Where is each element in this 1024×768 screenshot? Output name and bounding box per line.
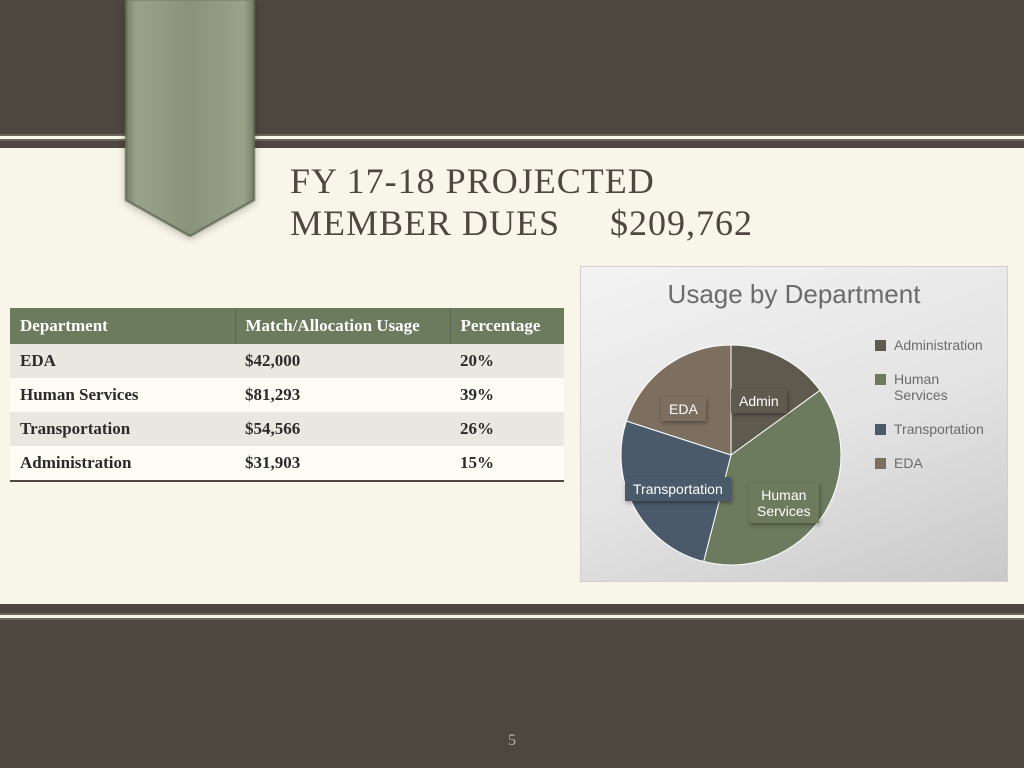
legend-swatch xyxy=(875,458,886,469)
table-cell: Transportation xyxy=(10,412,235,446)
slide: FY 17-18 PROJECTED MEMBER DUES $209,762 … xyxy=(0,0,1024,768)
allocation-table: Department Match/Allocation Usage Percen… xyxy=(10,308,564,482)
table-cell: $42,000 xyxy=(235,344,450,378)
pie-svg xyxy=(601,327,861,567)
title-amount: $209,762 xyxy=(610,202,753,244)
table-row: Administration$31,90315% xyxy=(10,446,564,481)
table-head: Department Match/Allocation Usage Percen… xyxy=(10,308,564,344)
bottom-rule xyxy=(0,604,1024,620)
legend-label: Human Services xyxy=(894,371,995,403)
legend-swatch xyxy=(875,374,886,385)
table-cell: 26% xyxy=(450,412,564,446)
title-line-1: FY 17-18 PROJECTED xyxy=(290,160,910,202)
table-cell: $54,566 xyxy=(235,412,450,446)
title-line-2: MEMBER DUES $209,762 xyxy=(290,202,910,244)
page-number: 5 xyxy=(0,732,1024,750)
table-cell: 20% xyxy=(450,344,564,378)
slice-label-administration: Admin xyxy=(731,389,787,413)
legend-item-human-services: Human Services xyxy=(875,371,995,403)
table-cell: $81,293 xyxy=(235,378,450,412)
slide-title: FY 17-18 PROJECTED MEMBER DUES $209,762 xyxy=(290,160,910,244)
chart-legend: Administration Human Services Transportati… xyxy=(875,337,995,489)
ribbon-svg xyxy=(120,0,260,244)
title-label: MEMBER DUES xyxy=(290,203,560,243)
chart-panel: Usage by Department Admin HumanServices Tr… xyxy=(580,266,1008,582)
legend-item-eda: EDA xyxy=(875,455,995,471)
legend-swatch xyxy=(875,424,886,435)
legend-label: Transportation xyxy=(894,421,984,437)
table-cell: Administration xyxy=(10,446,235,481)
chart-title: Usage by Department xyxy=(581,267,1007,314)
table-cell: 15% xyxy=(450,446,564,481)
th-percentage: Percentage xyxy=(450,308,564,344)
slice-label-human-services: HumanServices xyxy=(749,483,819,523)
table-row: Transportation$54,56626% xyxy=(10,412,564,446)
legend-item-transportation: Transportation xyxy=(875,421,995,437)
th-department: Department xyxy=(10,308,235,344)
table-row: EDA$42,00020% xyxy=(10,344,564,378)
ribbon-icon xyxy=(120,0,260,244)
legend-label: Administration xyxy=(894,337,983,353)
legend-label: EDA xyxy=(894,455,923,471)
slice-label-transportation: Transportation xyxy=(625,477,731,501)
slice-label-eda: EDA xyxy=(661,397,706,421)
table-body: EDA$42,00020%Human Services$81,29339%Tra… xyxy=(10,344,564,481)
table-cell: Human Services xyxy=(10,378,235,412)
th-match: Match/Allocation Usage xyxy=(235,308,450,344)
legend-item-administration: Administration xyxy=(875,337,995,353)
table-cell: $31,903 xyxy=(235,446,450,481)
pie-chart: Admin HumanServices Transportation EDA xyxy=(601,327,861,567)
legend-swatch xyxy=(875,340,886,351)
table-row: Human Services$81,29339% xyxy=(10,378,564,412)
table-cell: EDA xyxy=(10,344,235,378)
table-cell: 39% xyxy=(450,378,564,412)
